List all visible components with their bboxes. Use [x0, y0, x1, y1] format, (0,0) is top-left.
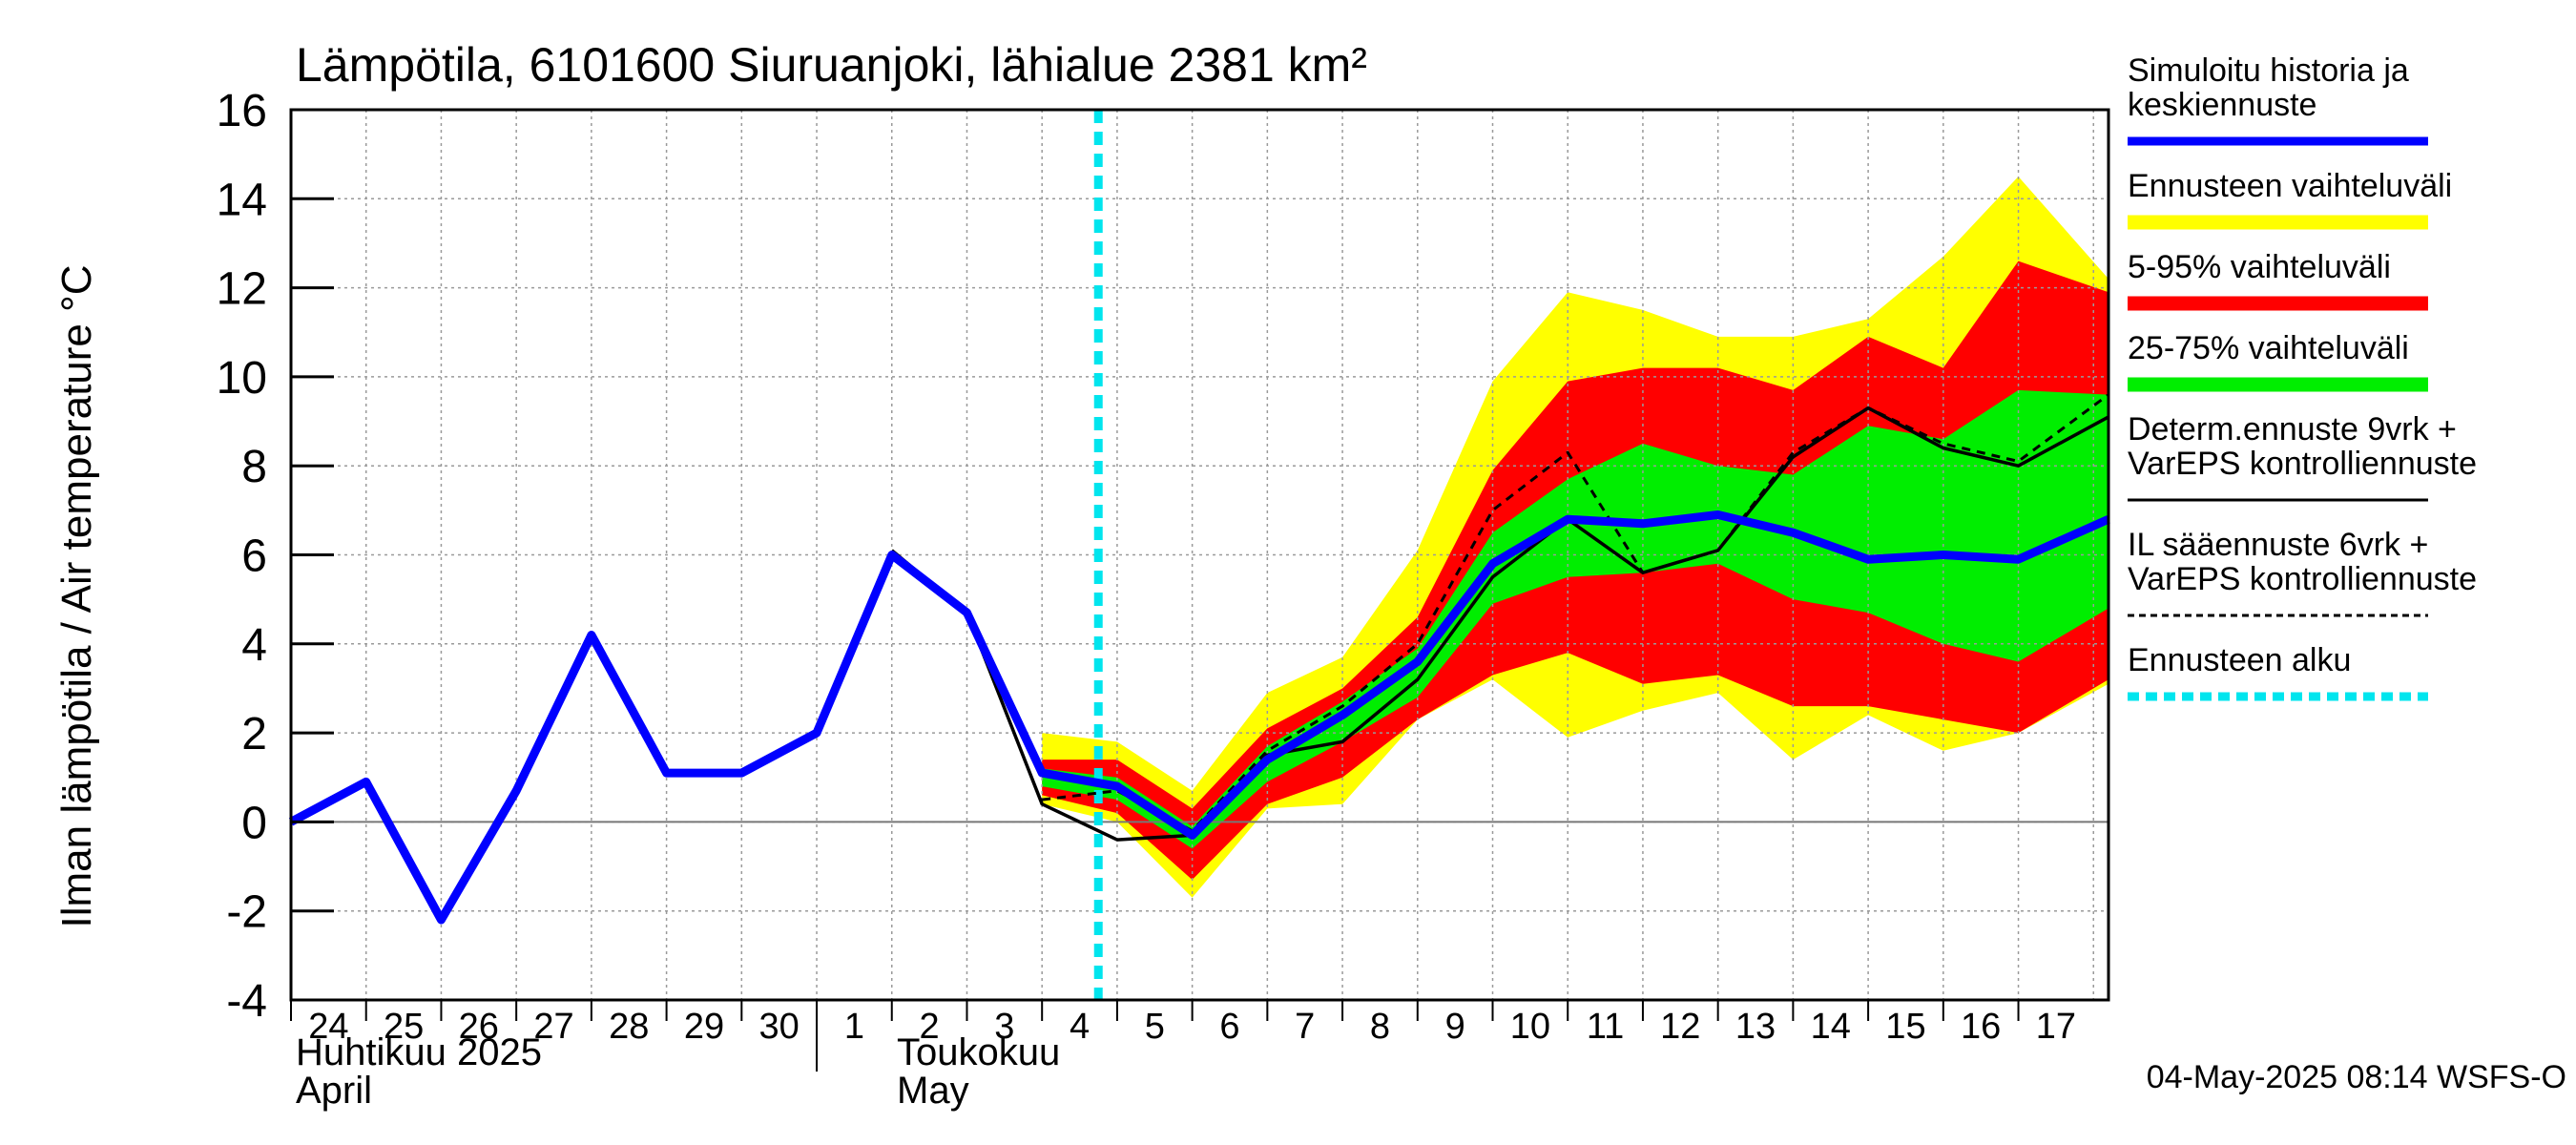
x-tick-label: 29 [684, 1007, 724, 1047]
x-tick-label: 2 [920, 1007, 940, 1047]
y-tick-label: 2 [241, 709, 267, 760]
y-tick-label: 4 [241, 620, 267, 671]
x-tick-label: 17 [2036, 1007, 2076, 1047]
x-tick-label: 6 [1219, 1007, 1239, 1047]
legend-label: Simuloitu historia ja [2128, 52, 2409, 89]
x-tick-label: 14 [1811, 1007, 1851, 1047]
month-label-may-en: May [897, 1070, 969, 1112]
y-tick-label: -2 [226, 887, 267, 938]
legend-label: 25-75% vaihteluväli [2128, 330, 2409, 366]
y-tick-label: -4 [226, 976, 267, 1027]
y-tick-label: 8 [241, 442, 267, 492]
y-tick-label: 16 [217, 86, 267, 136]
footer-timestamp: 04-May-2025 08:14 WSFS-O [2147, 1059, 2566, 1095]
x-tick-label: 5 [1145, 1007, 1165, 1047]
y-tick-label: 10 [217, 353, 267, 404]
series-simuloitu-historia [288, 510, 2110, 925]
legend-label: Ennusteen alku [2128, 642, 2351, 678]
y-tick-label: 0 [241, 798, 267, 848]
series-il-saaennuste [1042, 393, 2109, 833]
x-tick-label: 30 [759, 1007, 800, 1047]
x-tick-label: 28 [609, 1007, 649, 1047]
x-tick-label: 24 [308, 1007, 348, 1047]
y-tick-label: 12 [217, 264, 267, 315]
legend-label: VarEPS kontrolliennuste [2128, 561, 2477, 597]
x-tick-label: 13 [1735, 1007, 1776, 1047]
x-tick-label: 12 [1660, 1007, 1700, 1047]
legend-label: Ennusteen vaihteluväli [2128, 168, 2452, 204]
x-tick-label: 15 [1885, 1007, 1925, 1047]
x-tick-label: 4 [1070, 1007, 1090, 1047]
y-tick-label: 6 [241, 531, 267, 582]
x-tick-label: 25 [384, 1007, 424, 1047]
x-tick-label: 11 [1587, 1007, 1624, 1047]
legend-label: Determ.ennuste 9vrk + [2128, 411, 2457, 448]
x-tick-label: 8 [1370, 1007, 1390, 1047]
legend-label: 5-95% vaihteluväli [2128, 249, 2391, 285]
legend-label: IL sääennuste 6vrk + [2128, 527, 2428, 563]
month-label-april-fi: Huhtikuu 2025 [296, 1031, 542, 1073]
chart-title: Lämpötila, 6101600 Siuruanjoki, lähialue… [296, 38, 1367, 92]
x-tick-label: 9 [1445, 1007, 1465, 1047]
x-tick-label: 26 [459, 1007, 499, 1047]
y-axis-label: Ilman lämpötila / Air temperature °C [53, 265, 100, 928]
x-tick-label: 7 [1295, 1007, 1315, 1047]
x-tick-label: 27 [533, 1007, 573, 1047]
x-tick-label: 3 [994, 1007, 1014, 1047]
series-determ-ennuste [890, 406, 2109, 842]
month-label-april-en: April [296, 1070, 372, 1112]
legend-label: keskiennuste [2128, 87, 2316, 123]
x-tick-label: 1 [844, 1007, 864, 1047]
x-tick-label: 16 [1961, 1007, 2001, 1047]
month-label-may-fi: Toukokuu [897, 1031, 1060, 1073]
y-tick-label: 14 [217, 175, 267, 225]
legend-label: VarEPS kontrolliennuste [2128, 446, 2477, 482]
x-tick-label: 10 [1510, 1007, 1550, 1047]
